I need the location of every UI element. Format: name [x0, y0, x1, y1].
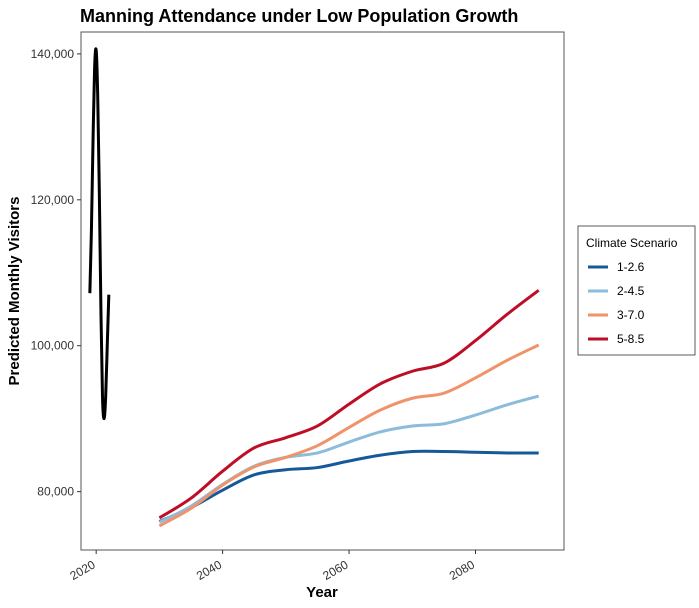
- y-tick-label: 120,000: [31, 193, 75, 207]
- legend-label: 1-2.6: [617, 260, 645, 274]
- series-line-5-8.5: [158, 289, 540, 520]
- legend-label: 5-8.5: [617, 332, 645, 346]
- legend: Climate Scenario 1-2.6 2-4.5 3-7.0 5-8.5: [577, 225, 696, 356]
- x-tick-label: 2060: [320, 557, 350, 583]
- legend-title: Climate Scenario: [586, 236, 678, 250]
- y-axis: 80,000 100,000 120,000 140,000: [31, 47, 81, 499]
- series-lines: [88, 47, 540, 528]
- x-axis-title: Year: [306, 584, 338, 601]
- series-line-3-7.0: [158, 343, 540, 528]
- series-line-1-2.6: [158, 449, 539, 523]
- y-tick-label: 100,000: [31, 339, 75, 353]
- plot-panel: [80, 31, 565, 551]
- y-tick-label: 80,000: [37, 485, 74, 499]
- legend-label: 3-7.0: [617, 308, 645, 322]
- chart-title: Manning Attendance under Low Population …: [80, 6, 518, 26]
- x-tick-label: 2020: [68, 557, 98, 583]
- y-axis-title: Predicted Monthly Visitors: [6, 197, 23, 386]
- x-tick-label: 2080: [447, 557, 477, 583]
- y-tick-label: 140,000: [31, 47, 75, 61]
- legend-label: 2-4.5: [617, 284, 645, 298]
- x-axis: 2020 2040 2060 2080: [68, 550, 477, 583]
- historical-line: [88, 47, 111, 421]
- x-tick-label: 2040: [194, 557, 224, 583]
